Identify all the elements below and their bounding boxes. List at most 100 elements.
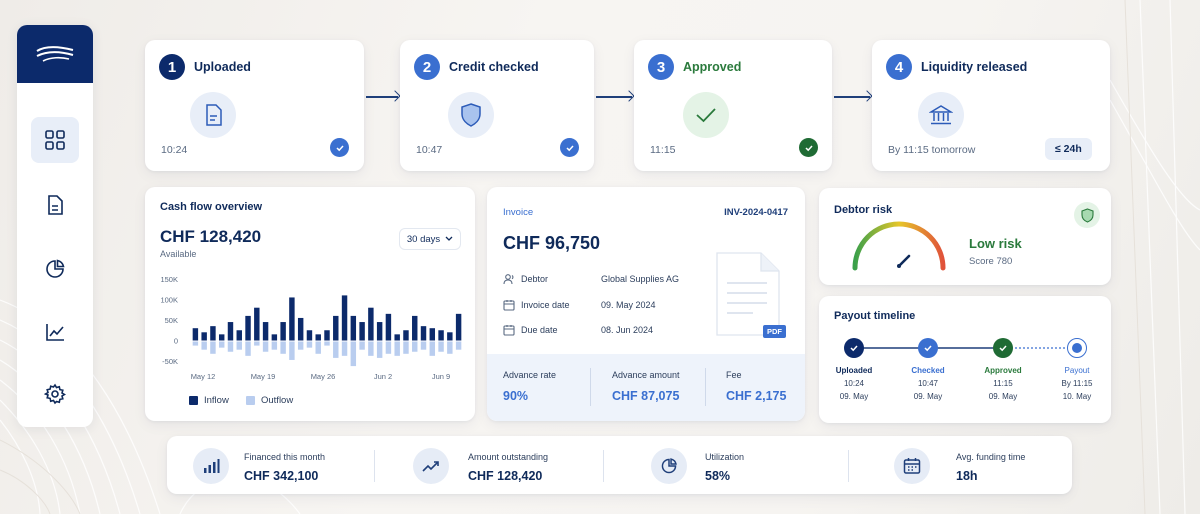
outflow-bar <box>438 341 444 352</box>
nav-dashboard[interactable] <box>31 117 79 163</box>
legend-outflow: Outflow <box>246 395 293 406</box>
step-title: Uploaded <box>194 60 251 74</box>
fee-label: Fee <box>726 370 742 380</box>
advance-summary: Advance rate 90% Advance amount CHF 87,0… <box>487 354 805 421</box>
step-time: By 11:15 <box>1061 379 1093 388</box>
check-icon <box>799 138 818 157</box>
step-arrow <box>834 96 870 98</box>
step-arrow <box>596 96 632 98</box>
inflow-bar <box>394 334 400 341</box>
advance-amount-value: CHF 87,075 <box>612 389 680 403</box>
inflow-bar <box>420 326 427 341</box>
outflow-bar <box>297 341 304 350</box>
kpi-value: 58% <box>705 469 731 483</box>
timeline-step-checked: Checked 10:47 09. May <box>898 364 958 403</box>
advance-amount-label: Advance amount <box>612 370 680 380</box>
inflow-bar <box>227 322 234 341</box>
kpi-value: CHF 128,420 <box>468 469 543 483</box>
inflow-bar <box>236 330 242 341</box>
pdf-badge: PDF <box>763 325 786 338</box>
timeline-step-payout: Payout By 11:15 10. May <box>1047 364 1107 403</box>
trend-up-icon <box>422 461 439 472</box>
step-card-approved[interactable]: 3 Approved 11:15 <box>634 40 832 171</box>
inflow-bar <box>289 297 295 341</box>
document-icon <box>206 104 222 126</box>
shield-icon <box>461 103 481 127</box>
nav-analytics[interactable] <box>31 246 79 292</box>
step-card-credit-checked[interactable]: 2 Credit checked 10:47 <box>400 40 594 171</box>
divider <box>590 368 591 406</box>
row-value: 09. May 2024 <box>601 300 656 310</box>
pie-chart-icon <box>661 458 677 474</box>
legend-label: Inflow <box>204 395 229 406</box>
inflow-bar <box>368 307 374 341</box>
step-date: 10. May <box>1062 392 1092 401</box>
brand-logo[interactable] <box>17 25 93 83</box>
divider <box>705 368 706 406</box>
period-dropdown[interactable]: 30 days <box>399 228 461 250</box>
invoice-label: Invoice <box>503 207 534 218</box>
x-tick-label: Jun 9 <box>432 372 450 381</box>
timeline-node-approved <box>993 338 1013 358</box>
advance-amount: Advance amount CHF 87,075 <box>612 370 680 403</box>
row-label: Debtor <box>521 274 549 284</box>
inflow-bar <box>333 315 339 341</box>
cashflow-chart: 150K 100K 50K 0 -50K May 12 May 19 May 26 Jun 2 J… <box>160 275 462 381</box>
calendar-icon <box>503 300 515 311</box>
inflow-bar <box>385 313 392 341</box>
outflow-bar <box>315 341 321 354</box>
inflow-bar <box>341 295 348 341</box>
kpi-label: Utilization <box>705 452 745 462</box>
pie-chart-icon <box>46 259 65 278</box>
document-icon <box>48 195 63 215</box>
inflow-bar <box>192 328 199 341</box>
outflow-bar <box>227 341 234 352</box>
step-name: Uploaded <box>835 366 873 375</box>
inflow-bar <box>447 332 453 341</box>
step-date: 09. May <box>913 392 943 401</box>
check-icon <box>330 138 349 157</box>
step-title: Liquidity released <box>921 60 1028 74</box>
step-number: 1 <box>159 54 185 80</box>
outflow-bar <box>280 341 286 354</box>
step-time: By 11:15 tomorrow <box>888 144 976 156</box>
step-name: Payout <box>1064 366 1090 375</box>
timeline-step-approved: Approved 11:15 09. May <box>973 364 1033 403</box>
row-value: 08. Jun 2024 <box>601 325 654 335</box>
step-icon-wrap <box>918 92 964 138</box>
step-card-uploaded[interactable]: 1 Uploaded 10:24 <box>145 40 364 171</box>
check-icon <box>924 345 932 352</box>
outflow-bar <box>254 341 260 346</box>
checkmark-icon <box>696 108 716 123</box>
nav-documents[interactable] <box>31 182 79 228</box>
inflow-bar <box>201 332 207 341</box>
advance-rate-value: 90% <box>503 389 529 403</box>
gear-icon <box>44 383 66 405</box>
step-date: 09. May <box>988 392 1018 401</box>
inflow-bar <box>271 334 278 341</box>
step-time: 11:15 <box>993 379 1013 388</box>
invoice-card[interactable]: Invoice INV-2024-0417 CHF 96,750 Debtor … <box>487 187 805 421</box>
x-tick-label: Jun 2 <box>374 372 392 381</box>
sidebar <box>17 25 93 427</box>
legend-swatch-inflow <box>189 396 198 405</box>
step-time: 10:47 <box>416 144 443 156</box>
check-icon <box>999 345 1007 352</box>
inflow-bar <box>412 315 418 341</box>
timeline-node-checked <box>918 338 938 358</box>
row-value: Global Supplies AG <box>601 274 680 284</box>
inflow-bar <box>359 322 365 341</box>
inflow-bar <box>280 322 286 341</box>
pdf-document-icon[interactable] <box>715 251 781 337</box>
legend-swatch-outflow <box>246 396 255 405</box>
timeline-node-uploaded <box>844 338 864 358</box>
step-number: 2 <box>414 54 440 80</box>
outflow-bar <box>403 341 409 354</box>
y-tick-label: -50K <box>162 357 178 366</box>
step-card-liquidity-released[interactable]: 4 Liquidity released By 11:15 tomorrow ≤ … <box>872 40 1110 171</box>
nav-reports[interactable] <box>31 309 79 355</box>
nav-settings[interactable] <box>31 371 79 417</box>
advance-rate: Advance rate 90% <box>503 370 556 403</box>
legend-label: Outflow <box>261 395 294 406</box>
advance-rate-label: Advance rate <box>503 370 557 380</box>
